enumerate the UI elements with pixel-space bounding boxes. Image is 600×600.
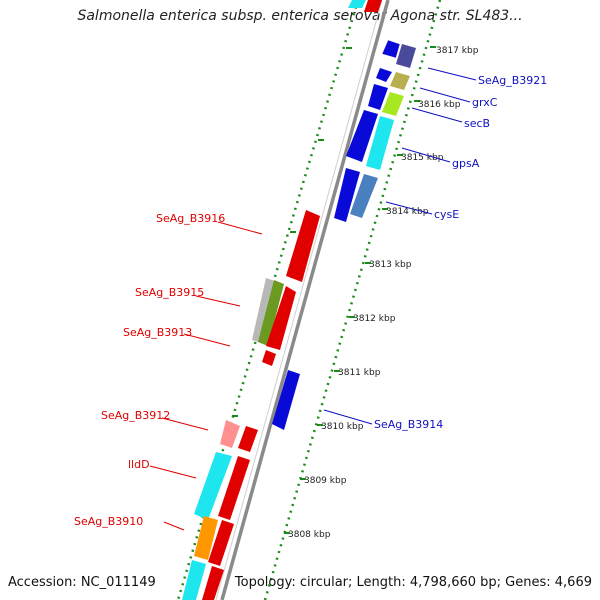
cds-grxC[interactable] (390, 72, 410, 90)
cds-secB[interactable] (382, 92, 404, 116)
tick-label: 3817 kbp (436, 46, 479, 56)
cds-reverse-cyan[interactable] (182, 560, 206, 600)
gene-label[interactable]: SeAg_B3913 (123, 326, 192, 339)
gene-label[interactable]: SeAg_B3916 (156, 212, 225, 225)
genome-backbone (220, 0, 390, 600)
cds-forward[interactable] (381, 39, 401, 59)
cds-lldD[interactable] (218, 456, 250, 520)
tick-label: 3815 kbp (401, 153, 444, 163)
gene-label[interactable]: secB (464, 117, 490, 130)
gene-label[interactable]: SeAg_B3915 (135, 286, 204, 299)
label-leader (217, 221, 263, 235)
gene-label[interactable]: SeAg_B3912 (101, 409, 170, 422)
cds-SeAg-B3913[interactable] (266, 286, 296, 350)
label-leader (195, 295, 241, 307)
feature-block-top-red[interactable] (364, 0, 382, 12)
tick-label: 3809 kbp (304, 476, 347, 486)
gene-label[interactable]: SeAg_B3914 (374, 418, 443, 431)
cds-reverse[interactable] (238, 426, 258, 452)
tick-label: 3810 kbp (321, 422, 364, 432)
gene-label[interactable]: cysE (434, 208, 459, 221)
tick-label: 3811 kbp (338, 368, 381, 378)
gene-label[interactable]: gpsA (452, 157, 480, 170)
feature-block-top-cyan[interactable] (348, 0, 366, 8)
tick-label: 3814 kbp (386, 207, 429, 217)
cds-forward[interactable] (376, 68, 392, 82)
label-leader (427, 67, 477, 81)
tick-label: 3812 kbp (353, 314, 396, 324)
gene-label[interactable]: lldD (128, 458, 150, 471)
tick-label: 3813 kbp (369, 260, 412, 270)
gene-label[interactable]: grxC (472, 96, 498, 109)
label-leader (385, 201, 433, 215)
cds-SeAg-B3915-green[interactable] (258, 280, 284, 346)
cds-SeAg-B3912[interactable] (220, 420, 240, 448)
cds-SeAg-B3910[interactable] (194, 516, 218, 560)
gene-label[interactable]: SeAg_B3910 (74, 515, 143, 528)
label-leader (183, 333, 231, 347)
accession-text: Accession: NC_011149 (8, 575, 156, 590)
cds-reverse-small[interactable] (262, 350, 276, 366)
gene-label[interactable]: SeAg_B3921 (478, 74, 547, 87)
label-leader (323, 409, 373, 425)
label-leader (161, 417, 209, 431)
label-leader (163, 521, 185, 531)
cds-gpsA[interactable] (366, 116, 394, 170)
cds-reverse[interactable] (208, 520, 234, 566)
genome-backbone-edge (215, 0, 383, 600)
cds-forward-navy[interactable] (396, 44, 416, 68)
cds-reverse[interactable] (202, 566, 224, 600)
cds-forward[interactable] (368, 84, 388, 110)
tick-label: 3808 kbp (288, 530, 331, 540)
cds-SeAg-B3916[interactable] (286, 210, 320, 282)
cds-gpsA-region[interactable] (346, 110, 378, 162)
label-leader (401, 147, 451, 163)
genome-title: Salmonella enterica subsp. enterica sero… (77, 8, 523, 24)
cds-SeAg-B3914[interactable] (272, 370, 300, 430)
cds-lldD-region[interactable] (194, 452, 232, 520)
tick-label: 3816 kbp (418, 100, 461, 110)
cds-cysE[interactable] (350, 174, 378, 218)
cds-forward[interactable] (334, 168, 360, 222)
label-leader (419, 87, 471, 103)
label-leader (411, 107, 463, 123)
genome-summary-text: Topology: circular; Length: 4,798,660 bp… (234, 575, 592, 590)
label-leader (149, 465, 197, 479)
